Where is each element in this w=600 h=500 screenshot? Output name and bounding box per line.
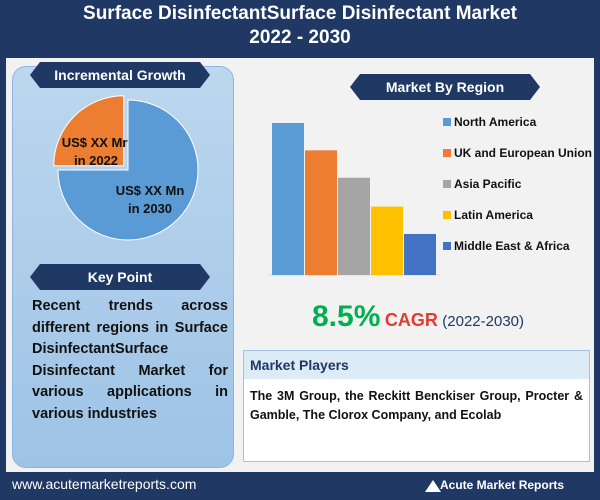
title: Surface DisinfectantSurface Disinfectant…	[0, 2, 600, 50]
legend-swatch	[443, 149, 451, 157]
legend-swatch	[443, 211, 451, 219]
pie-slice	[57, 99, 199, 241]
bar	[371, 206, 403, 275]
pie-label: US$ XX Mn in 2030	[115, 183, 185, 216]
legend-swatch	[443, 118, 451, 126]
players-text: The 3M Group, the Reckitt Benckiser Grou…	[250, 389, 583, 422]
bar	[305, 150, 337, 275]
legend-label: Latin America	[454, 208, 533, 222]
players-heading: Market Players	[244, 351, 589, 379]
section-heading: Incremental Growth	[30, 62, 210, 88]
legend-label: North America	[454, 115, 537, 129]
title-line: 2022 - 2030	[249, 27, 351, 48]
bar	[338, 177, 370, 275]
footer-url: www.acutemarketreports.com	[12, 476, 197, 492]
key-point-text: Recent trends across different regions i…	[32, 298, 228, 422]
cagr-value: 8.5%	[311, 300, 381, 333]
brand: Acute Market Reports	[440, 478, 565, 492]
pie-label-box: US$ XX Mn in 2030	[115, 183, 185, 216]
title-line: Surface DisinfectantSurface Disinfectant…	[83, 3, 517, 24]
legend-label: UK and European Union	[454, 146, 592, 160]
section-heading: Market By Region	[350, 74, 540, 100]
pie-slice	[53, 95, 125, 167]
pie-label-box: US$ XX Mn in 2022	[61, 135, 131, 168]
legend-swatch	[443, 180, 451, 188]
legend-swatch	[443, 242, 451, 250]
cagr-label: CAGR	[384, 310, 438, 330]
bar	[404, 233, 436, 275]
players-box: Market Players The 3M Group, the Reckitt…	[243, 350, 590, 462]
bar	[272, 123, 304, 275]
logo	[425, 480, 441, 492]
section-heading: Key Point	[30, 264, 210, 290]
cagr: 8.5% CAGR (2022-2030)	[243, 300, 593, 334]
legend-label: Asia Pacific	[454, 177, 522, 191]
pie-label: US$ XX Mn in 2022	[61, 135, 131, 168]
cagr-period: (2022-2030)	[442, 313, 525, 330]
legend-label: Middle East & Africa	[454, 239, 570, 253]
